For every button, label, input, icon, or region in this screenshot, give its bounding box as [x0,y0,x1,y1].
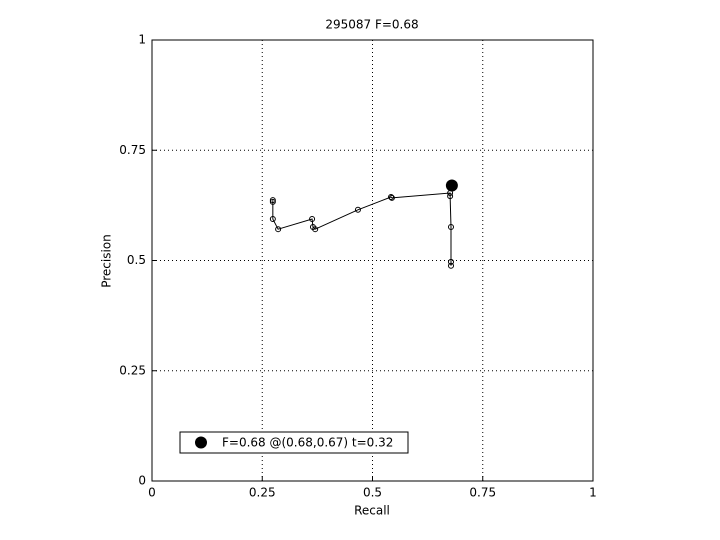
legend-label: F=0.68 @(0.68,0.67) t=0.32 [222,436,393,450]
chart-title: 295087 F=0.68 [325,18,418,32]
pr-point [447,193,454,200]
x-tick-label: 0.75 [469,486,496,500]
pr-point [312,226,319,233]
legend-box [179,431,409,454]
pr-point [354,206,361,213]
pr-point [269,198,276,205]
y-tick-label: 1 [138,33,146,47]
pr-point [447,262,454,269]
pr-point [269,216,276,223]
plot-frame [151,39,594,482]
best-point [445,179,458,192]
pr-point [447,223,454,230]
pr-point [447,258,454,265]
y-axis-label: Precision [100,234,114,288]
y-tick-label: 0.5 [127,253,146,267]
x-tick-label: 0.5 [363,486,382,500]
pr-point [388,194,395,201]
x-axis-label: Recall [354,504,390,518]
x-tick-label: 1 [589,486,597,500]
y-tick-label: 0.75 [119,143,146,157]
x-tick-label: 0.25 [249,486,276,500]
legend-marker [195,436,207,449]
x-tick-label: 0 [148,486,156,500]
y-tick-label: 0.25 [119,363,146,377]
pr-point [309,216,316,223]
pr-point [275,226,282,233]
pr-point [269,197,276,204]
y-tick-label: 0 [138,474,146,488]
pr-line [272,192,452,266]
pr-point [388,193,395,200]
